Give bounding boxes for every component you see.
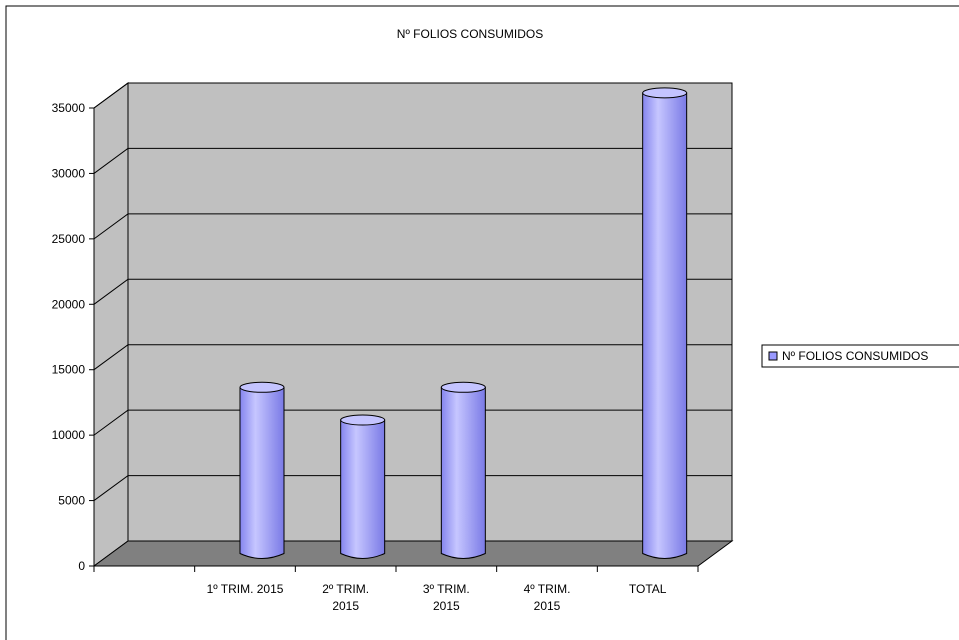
legend-box: [761, 344, 959, 368]
gridline: [93, 213, 732, 240]
x-tick-label: 3º TRIM.: [423, 582, 470, 596]
y-tick-label: 30000: [52, 166, 86, 180]
chart-border: [5, 5, 959, 640]
x-tick-label: 4º TRIM.: [524, 582, 571, 596]
bar: [440, 381, 486, 559]
floor: [92, 540, 734, 567]
x-tick-label: TOTAL: [629, 582, 667, 596]
x-tick-label: 2015: [534, 599, 561, 613]
legend-label: Nº FOLIOS CONSUMIDOS: [782, 349, 928, 363]
y-tick-label: 0: [78, 559, 85, 573]
chart-title: Nº FOLIOS CONSUMIDOS: [397, 27, 543, 41]
bar-top: [440, 381, 486, 393]
side-wall: [93, 82, 129, 567]
bar: [340, 414, 386, 559]
bar-top: [239, 381, 285, 393]
bar-top: [642, 87, 688, 99]
legend-swatch: [768, 351, 778, 361]
y-tick-label: 25000: [52, 232, 86, 246]
bar: [642, 87, 688, 559]
x-tick-label: 2015: [332, 599, 359, 613]
x-tick-label: 1º TRIM. 2015: [207, 582, 284, 596]
gridline: [93, 409, 732, 436]
y-tick-label: 15000: [52, 363, 86, 377]
gridline: [93, 344, 732, 371]
y-tick-label: 35000: [52, 101, 86, 115]
gridline: [93, 82, 732, 109]
gridline: [93, 475, 732, 501]
gridline: [93, 147, 732, 174]
x-tick-label: 2º TRIM.: [322, 582, 369, 596]
plot-area: 0 5000 10000 15000 20000 25000 30000 35000 1º TR…: [52, 82, 734, 613]
bar-body: [239, 386, 285, 559]
bar-body: [340, 419, 386, 559]
bar-top: [340, 414, 386, 426]
gridline: [93, 278, 732, 305]
y-tick-label: 5000: [58, 494, 85, 508]
legend: Nº FOLIOS CONSUMIDOS: [761, 344, 959, 368]
bar: [239, 381, 285, 559]
back-wall: [127, 82, 733, 542]
bar-body: [642, 92, 688, 559]
bar-body: [440, 386, 486, 559]
y-tick-label: 20000: [52, 297, 86, 311]
x-tick-label: 2015: [433, 599, 460, 613]
y-tick-label: 10000: [52, 428, 86, 442]
